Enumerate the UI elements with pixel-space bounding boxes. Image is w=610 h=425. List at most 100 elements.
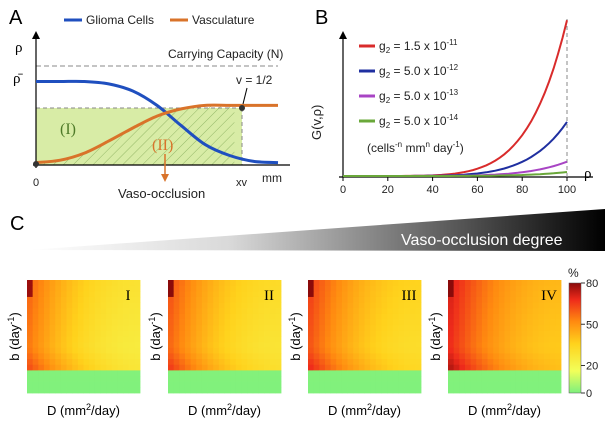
heatmap-cell: [538, 347, 545, 354]
heatmap-cell: [532, 381, 539, 388]
heatmap-cell: [230, 325, 237, 332]
heatmap-cell: [470, 296, 477, 303]
heatmap-cell: [353, 376, 360, 383]
heatmap-cell: [555, 319, 562, 326]
heatmap-cell: [173, 330, 180, 337]
heatmap-cell: [358, 302, 365, 309]
heatmap-label: III: [402, 288, 417, 304]
heatmap-cell: [168, 353, 175, 360]
heatmap-cell: [347, 302, 354, 309]
heatmap-cell: [341, 313, 348, 320]
heatmap-cell: [190, 370, 197, 377]
heatmap-cell: [275, 342, 282, 349]
heatmap-cell: [549, 296, 556, 303]
heatmap-cell: [117, 280, 124, 287]
heatmap-cell: [510, 296, 517, 303]
heatmap-cell: [358, 364, 365, 371]
heatmap-cell: [487, 280, 494, 287]
heatmap-cell: [308, 285, 315, 292]
heatmap-cell: [60, 342, 67, 349]
heatmap-cell: [347, 381, 354, 388]
heatmap-cell: [38, 353, 45, 360]
heatmap-cell: [77, 353, 84, 360]
heatmap-cell: [353, 330, 360, 337]
heatmap-cell: [179, 296, 186, 303]
y-axis-arrow-a: [32, 31, 40, 39]
heatmap-cell: [32, 313, 39, 320]
heatmap-cell: [196, 342, 203, 349]
heatmap-cell: [476, 302, 483, 309]
heatmap-cell: [504, 376, 511, 383]
heatmap-cell: [476, 381, 483, 388]
heatmap-cell: [241, 313, 248, 320]
heatmap-cell: [196, 296, 203, 303]
heatmap-cell: [247, 353, 254, 360]
heatmap-cell: [190, 376, 197, 383]
heatmap-cell: [83, 280, 90, 287]
heatmap-cell: [527, 330, 534, 337]
heatmap-cell: [168, 364, 175, 371]
heatmap-cell: [224, 280, 231, 287]
heatmap-cell: [224, 359, 231, 366]
heatmap-cell: [269, 342, 276, 349]
heatmap-cell: [459, 330, 466, 337]
heatmap-cell: [111, 296, 118, 303]
heatmap-cell: [324, 336, 331, 343]
heatmap-cell: [493, 370, 500, 377]
heatmap-cell: [106, 280, 113, 287]
heatmap-cell: [487, 381, 494, 388]
legend-4-sup: -14: [447, 113, 459, 122]
heatmap-cell: [387, 291, 394, 298]
x-tick-zero: 0: [33, 177, 39, 189]
heatmap-cell: [510, 319, 517, 326]
panel-letter-b: B: [315, 7, 328, 29]
heatmap-cell: [464, 370, 471, 377]
heatmap-cell: [32, 381, 39, 388]
heatmap-cell: [179, 376, 186, 383]
heatmap-label: IV: [541, 288, 557, 304]
heatmap-cell: [398, 330, 405, 337]
heatmap-cell: [173, 296, 180, 303]
heatmap-cell: [313, 387, 320, 394]
heatmap-cell: [72, 313, 79, 320]
heatmap-cell: [404, 325, 411, 332]
heatmap-cell: [319, 347, 326, 354]
heatmap-cell: [330, 353, 337, 360]
heatmap-cell: [128, 376, 135, 383]
heatmap-cell: [544, 296, 551, 303]
heatmap-cell: [27, 308, 34, 315]
heatmap-cell: [370, 370, 377, 377]
heatmap-cell: [487, 308, 494, 315]
heatmap-cell: [353, 381, 360, 388]
heatmap-cell: [330, 359, 337, 366]
heatmap-cell: [381, 336, 388, 343]
legend-1-prefix: g: [379, 39, 386, 53]
heatmap-cell: [66, 280, 73, 287]
heatmap-cell: [341, 302, 348, 309]
heatmap-cell: [347, 342, 354, 349]
heatmap-cell: [375, 319, 382, 326]
heatmap-cell: [487, 336, 494, 343]
heatmap-cell: [319, 336, 326, 343]
heatmap-cell: [60, 325, 67, 332]
heatmap-cell: [313, 313, 320, 320]
heatmap-cell: [464, 342, 471, 349]
heatmap-cell: [510, 325, 517, 332]
heatmap-cell: [510, 370, 517, 377]
heatmap-cell: [538, 313, 545, 320]
heatmap-cell: [72, 359, 79, 366]
heatmap-cell: [117, 347, 124, 354]
heatmap-cell: [100, 285, 107, 292]
heatmap-cell: [538, 336, 545, 343]
heatmap-cell: [123, 359, 130, 366]
heatmap-cell: [100, 308, 107, 315]
heatmap-cell: [252, 330, 259, 337]
heatmap-cell: [224, 376, 231, 383]
heatmap-cell: [55, 302, 62, 309]
heatmap-cell: [324, 381, 331, 388]
heatmap-cell: [409, 364, 416, 371]
legend-3-text: = 5.0 x 10: [390, 89, 447, 103]
heatmap-cell: [364, 285, 371, 292]
heatmap-cell: [201, 370, 208, 377]
heatmap-cell: [409, 376, 416, 383]
